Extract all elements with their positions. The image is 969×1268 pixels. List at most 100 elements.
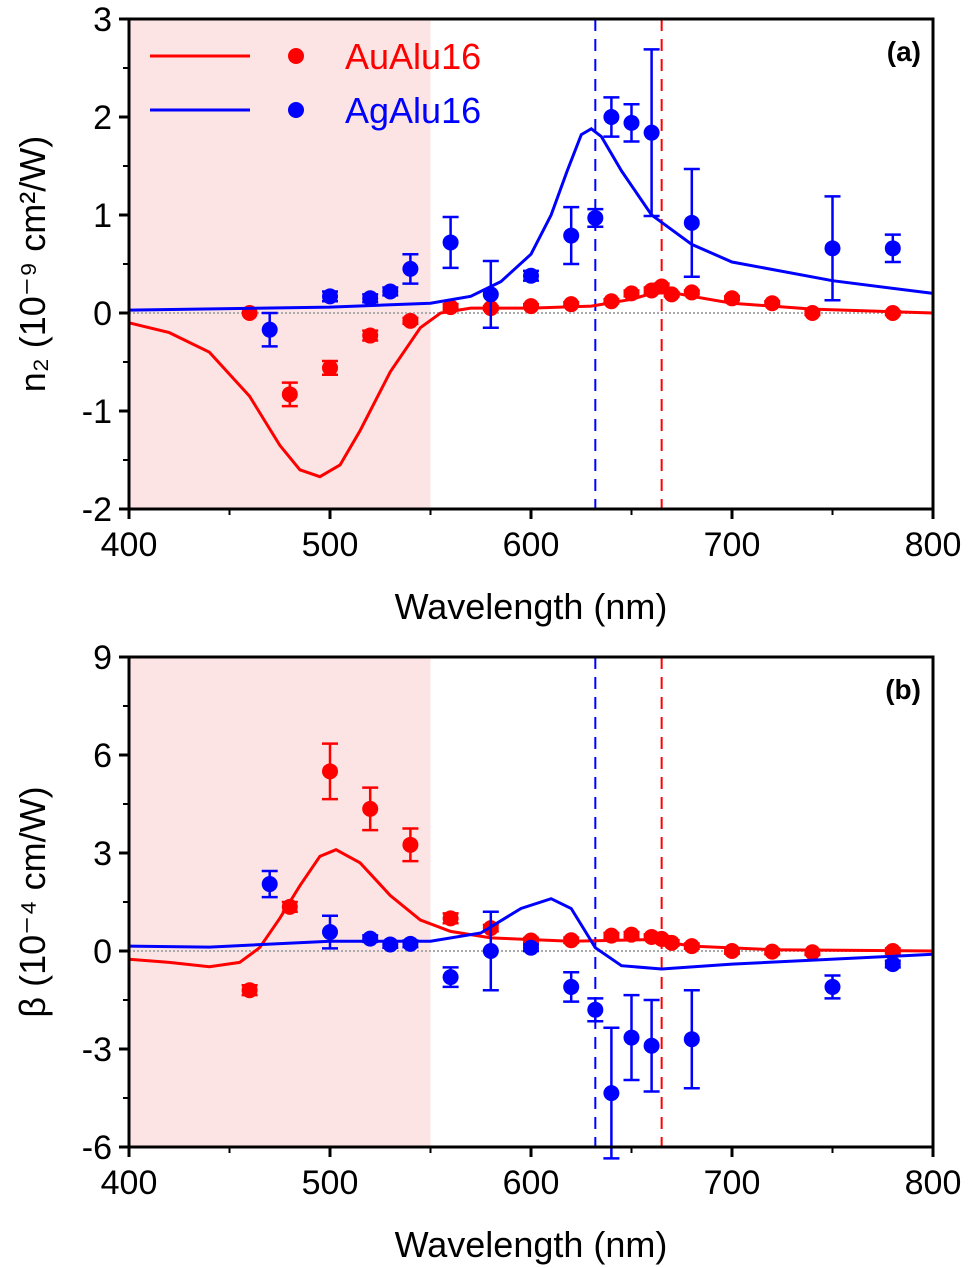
data-point-AuAlu16 <box>804 944 821 961</box>
data-point-AuAlu16 <box>362 327 379 344</box>
data-point-AgAlu16 <box>587 1001 604 1018</box>
x-tick-label: 500 <box>302 1164 359 1202</box>
panel-label: (b) <box>885 674 921 705</box>
data-point-AuAlu16 <box>523 298 539 315</box>
x-axis-label: Wavelength (nm) <box>395 1224 668 1265</box>
data-point-AgAlu16 <box>442 234 459 251</box>
data-point-AuAlu16 <box>281 898 298 915</box>
data-point-AgAlu16 <box>824 240 841 257</box>
data-point-AgAlu16 <box>261 876 278 893</box>
data-point-AuAlu16 <box>884 305 901 321</box>
data-point-AuAlu16 <box>683 938 700 955</box>
legend-marker-auAlu16 <box>288 48 304 64</box>
panel-b: 400 500 600 700 800 -6 -3 0 3 6 9 Wavelength (nm) β … <box>12 639 961 1265</box>
y-tick-label: -6 <box>82 1129 112 1167</box>
data-point-AgAlu16 <box>683 1031 700 1048</box>
data-point-AuAlu16 <box>402 836 419 853</box>
data-point-AgAlu16 <box>482 286 499 303</box>
x-tick-label: 700 <box>704 526 761 564</box>
data-point-AuAlu16 <box>623 285 640 302</box>
x-tick-label: 800 <box>905 526 962 564</box>
data-point-AuAlu16 <box>764 943 781 960</box>
data-point-AuAlu16 <box>663 934 680 951</box>
data-point-AgAlu16 <box>362 930 379 947</box>
data-point-AuAlu16 <box>241 982 258 999</box>
y-tick-label: 1 <box>93 197 112 235</box>
data-point-AgAlu16 <box>563 978 580 995</box>
fit-line-AgAlu16 <box>128 897 934 971</box>
data-point-AgAlu16 <box>322 288 338 305</box>
legend-label-agAlu16: AgAlu16 <box>345 90 481 131</box>
legend-label-auAlu16: AuAlu16 <box>345 36 481 77</box>
y-tick-label: -1 <box>82 393 112 431</box>
data-point-AuAlu16 <box>442 910 459 927</box>
panel-label: (a) <box>887 36 921 67</box>
fit-line-AgAlu16 <box>128 126 934 312</box>
data-point-AuAlu16 <box>663 286 680 303</box>
shaded-region <box>129 657 431 1147</box>
x-axis-label: Wavelength (nm) <box>395 586 668 627</box>
panel-a: 400 500 600 700 800 -2 -1 0 1 2 3 Wavelength (nm) n₂… <box>12 1 961 627</box>
data-point-AgAlu16 <box>643 124 660 141</box>
x-tick-label: 400 <box>101 526 158 564</box>
x-tick-label: 700 <box>704 1164 761 1202</box>
data-point-AuAlu16 <box>402 312 419 329</box>
legend-marker-agAlu16 <box>288 102 304 118</box>
x-tick-label: 500 <box>302 526 359 564</box>
data-point-AgAlu16 <box>587 209 604 226</box>
data-point-AgAlu16 <box>884 240 901 257</box>
data-point-AuAlu16 <box>563 932 580 949</box>
data-point-AuAlu16 <box>322 359 338 376</box>
data-point-AuAlu16 <box>724 290 740 307</box>
fit-line-AuAlu16 <box>128 288 934 479</box>
data-point-AuAlu16 <box>683 284 700 301</box>
legend: AuAlu16 AgAlu16 <box>150 36 481 131</box>
y-axis-label: β (10⁻⁴ cm/W) <box>12 786 53 1017</box>
data-point-AgAlu16 <box>643 1037 660 1054</box>
y-tick-label: 6 <box>93 737 112 775</box>
data-point-AgAlu16 <box>362 290 379 307</box>
data-point-AgAlu16 <box>603 109 620 125</box>
data-point-AgAlu16 <box>482 943 499 959</box>
data-point-AgAlu16 <box>683 214 700 231</box>
y-tick-label: 9 <box>93 639 112 677</box>
data-point-AuAlu16 <box>603 293 620 310</box>
data-point-AuAlu16 <box>623 926 640 943</box>
x-tick-label: 400 <box>101 1164 158 1202</box>
data-point-AuAlu16 <box>281 386 298 403</box>
data-point-AgAlu16 <box>884 956 901 973</box>
data-point-AuAlu16 <box>322 763 338 780</box>
data-point-AgAlu16 <box>623 114 640 131</box>
y-tick-label: 2 <box>93 99 112 137</box>
data-point-AgAlu16 <box>523 939 539 956</box>
y-axis-label: n₂ (10⁻⁹ cm²/W) <box>12 136 53 392</box>
data-point-AuAlu16 <box>563 296 580 313</box>
x-tick-label: 600 <box>503 1164 560 1202</box>
data-point-AgAlu16 <box>563 227 580 244</box>
data-point-AuAlu16 <box>764 295 781 312</box>
data-point-AgAlu16 <box>402 935 419 952</box>
data-point-AgAlu16 <box>382 283 399 300</box>
data-point-AgAlu16 <box>442 969 459 986</box>
x-tick-label: 800 <box>905 1164 962 1202</box>
data-point-AuAlu16 <box>724 943 740 959</box>
data-point-AgAlu16 <box>382 936 399 953</box>
y-tick-label: -3 <box>82 1031 112 1069</box>
data-point-AuAlu16 <box>442 299 459 316</box>
x-tick-label: 600 <box>503 526 560 564</box>
data-point-AuAlu16 <box>362 800 379 817</box>
y-tick-label: 3 <box>93 835 112 873</box>
data-point-AgAlu16 <box>402 260 419 277</box>
shaded-region <box>129 19 431 509</box>
y-tick-label: 0 <box>93 933 112 971</box>
data-point-AgAlu16 <box>322 924 338 941</box>
data-point-AgAlu16 <box>603 1085 620 1102</box>
data-point-AuAlu16 <box>804 305 821 321</box>
y-tick-label: -2 <box>82 491 112 529</box>
data-point-AgAlu16 <box>824 978 841 995</box>
data-point-AgAlu16 <box>523 267 539 284</box>
data-point-AuAlu16 <box>603 927 620 944</box>
data-point-AgAlu16 <box>623 1029 640 1046</box>
y-tick-label: 0 <box>93 295 112 333</box>
